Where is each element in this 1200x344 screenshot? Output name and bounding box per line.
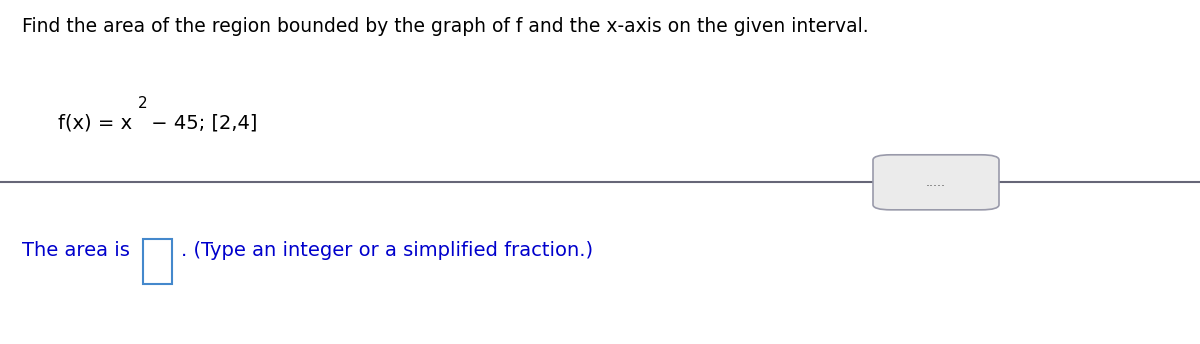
Text: The area is: The area is xyxy=(22,241,130,260)
Text: 2: 2 xyxy=(138,96,148,111)
Text: − 45; [2,4]: − 45; [2,4] xyxy=(145,114,258,132)
FancyBboxPatch shape xyxy=(143,239,172,284)
Text: f(x) = x: f(x) = x xyxy=(58,114,132,132)
FancyBboxPatch shape xyxy=(874,155,998,210)
Text: .....: ..... xyxy=(926,176,946,189)
Text: . (Type an integer or a simplified fraction.): . (Type an integer or a simplified fract… xyxy=(181,241,593,260)
Text: Find the area of the region bounded by the graph of f and the x-axis on the give: Find the area of the region bounded by t… xyxy=(22,17,869,36)
